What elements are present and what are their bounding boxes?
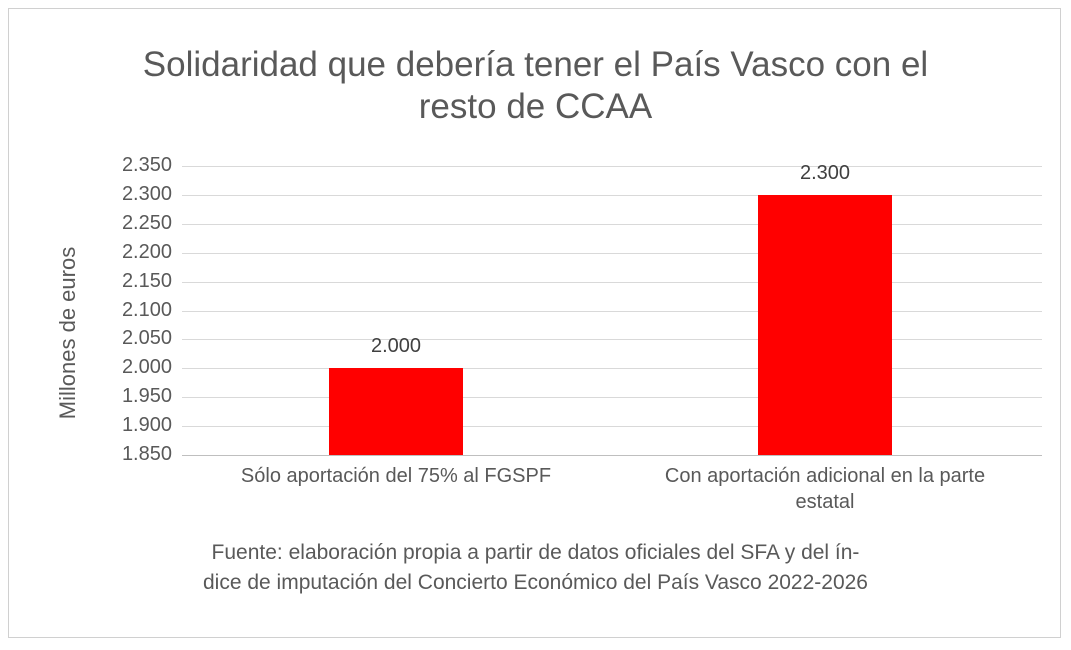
- chart-title-line-2: resto de CCAA: [418, 87, 653, 126]
- x-category-label: Con aportación adicional en la parte esta…: [664, 465, 986, 513]
- gridline: [182, 282, 1042, 283]
- y-tick-label: 2.300: [121, 183, 172, 205]
- source-note: Fuente: elaboración propia a partir de d…: [0, 538, 1071, 598]
- y-tick-label: 2.350: [121, 154, 172, 176]
- y-axis-ticks: 1.850 1.900 1.950 2.000 2.050 2.100 2.150 2.200…: [90, 0, 172, 650]
- gridline: [182, 195, 1042, 196]
- y-tick-label: 2.100: [121, 299, 172, 321]
- source-line-2: dice de imputación del Concierto Económi…: [202, 571, 868, 594]
- x-axis-line: [182, 455, 1042, 456]
- y-tick-label: 2.200: [121, 241, 172, 263]
- source-line-1: Fuente: elaboración propia a partir de d…: [211, 541, 860, 564]
- gridline: [182, 368, 1042, 369]
- y-tick-label: 1.900: [121, 414, 172, 436]
- chart-title-line-1: Solidaridad que debería tener el País Va…: [142, 45, 929, 84]
- y-tick-label: 2.250: [121, 212, 172, 234]
- data-label: 2.000: [370, 335, 422, 358]
- y-tick-label: 1.850: [121, 443, 172, 465]
- gridline: [182, 426, 1042, 427]
- data-label: 2.300: [799, 161, 851, 184]
- gridline: [182, 253, 1042, 254]
- y-axis-label: Millones de euros: [55, 246, 80, 420]
- gridline: [182, 397, 1042, 398]
- y-tick-label: 2.000: [121, 356, 172, 378]
- gridline: [182, 339, 1042, 340]
- x-category-label: Sólo aportación del 75% al FGSPF: [240, 465, 552, 487]
- gridline: [182, 311, 1042, 312]
- y-tick-label: 1.950: [121, 385, 172, 407]
- bar: [758, 194, 892, 455]
- chart-title: Solidaridad que debería tener el País Va…: [0, 44, 1071, 128]
- bar: [329, 368, 463, 455]
- y-tick-label: 2.150: [121, 270, 172, 292]
- gridline: [182, 166, 1042, 167]
- gridline: [182, 224, 1042, 225]
- y-tick-label: 2.050: [121, 327, 172, 349]
